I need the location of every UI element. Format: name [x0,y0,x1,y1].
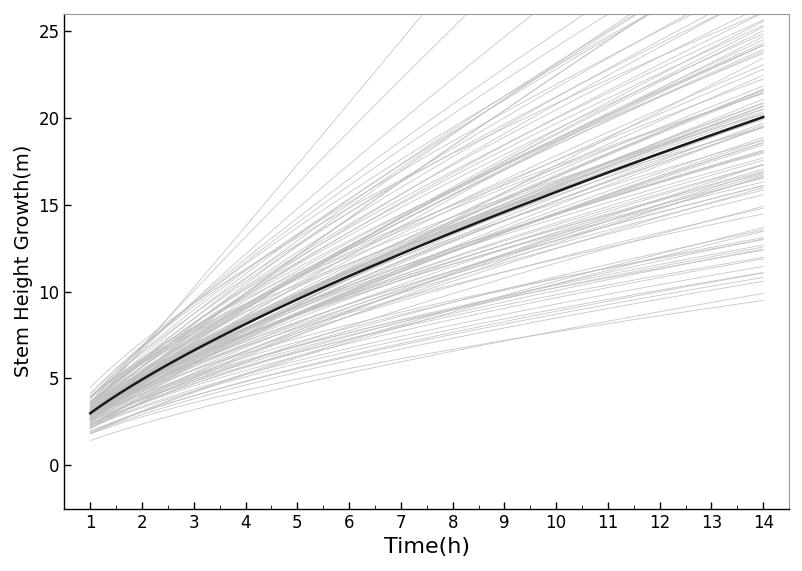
X-axis label: Time(h): Time(h) [383,537,469,557]
Y-axis label: Stem Height Growth(m): Stem Height Growth(m) [14,145,33,377]
